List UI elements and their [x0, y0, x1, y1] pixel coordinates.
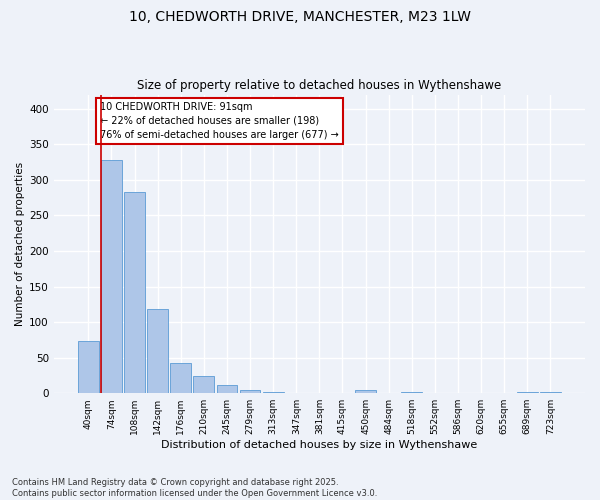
Y-axis label: Number of detached properties: Number of detached properties [15, 162, 25, 326]
Bar [124, 192, 145, 393]
Bar [147, 308, 168, 393]
Title: Size of property relative to detached houses in Wythenshawe: Size of property relative to detached ho… [137, 79, 502, 92]
Bar [239, 390, 260, 393]
Text: Contains HM Land Registry data © Crown copyright and database right 2025.
Contai: Contains HM Land Registry data © Crown c… [12, 478, 377, 498]
Bar [193, 376, 214, 393]
Text: 10 CHEDWORTH DRIVE: 91sqm
← 22% of detached houses are smaller (198)
76% of semi: 10 CHEDWORTH DRIVE: 91sqm ← 22% of detac… [100, 102, 338, 140]
Text: 10, CHEDWORTH DRIVE, MANCHESTER, M23 1LW: 10, CHEDWORTH DRIVE, MANCHESTER, M23 1LW [129, 10, 471, 24]
Bar [170, 362, 191, 393]
Bar [355, 390, 376, 393]
Bar [401, 392, 422, 393]
Bar [217, 386, 238, 393]
X-axis label: Distribution of detached houses by size in Wythenshawe: Distribution of detached houses by size … [161, 440, 478, 450]
Bar [101, 160, 122, 393]
Bar [540, 392, 561, 393]
Bar [78, 342, 99, 393]
Bar [517, 392, 538, 393]
Bar [263, 392, 284, 393]
